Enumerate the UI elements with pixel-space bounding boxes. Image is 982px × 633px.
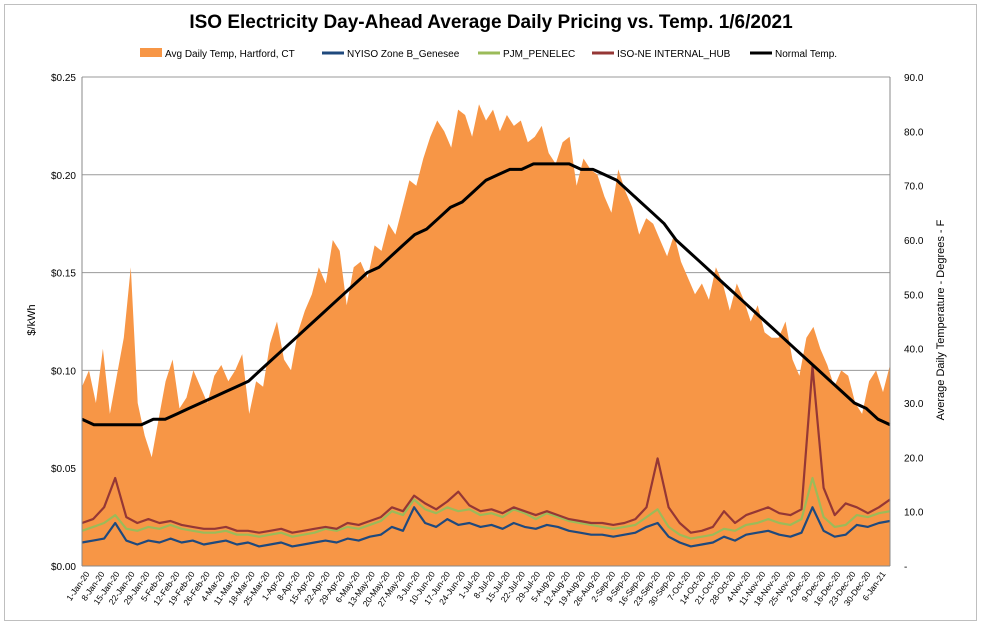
y2-tick-label: 50.0 xyxy=(904,290,924,301)
y2-tick-label: 10.0 xyxy=(904,508,924,519)
y2-axis-label: Average Daily Temperature - Degrees - F xyxy=(935,219,947,420)
y-tick-label: $0.20 xyxy=(51,171,76,182)
y2-tick-label: 30.0 xyxy=(904,399,924,410)
legend-label: Normal Temp. xyxy=(775,49,837,60)
chart-title: ISO Electricity Day-Ahead Average Daily … xyxy=(189,12,793,33)
y-tick-label: $0.25 xyxy=(51,73,76,84)
legend-label: ISO-NE INTERNAL_HUB xyxy=(617,49,731,60)
normal-temp-line xyxy=(81,162,891,427)
y-tick-label: $0.00 xyxy=(51,562,76,573)
legend: Avg Daily Temp, Hartford, CT NYISO Zone B… xyxy=(140,48,837,60)
legend-label: Avg Daily Temp, Hartford, CT xyxy=(165,49,295,60)
legend-swatch xyxy=(140,48,162,57)
legend-label: NYISO Zone B_Genesee xyxy=(347,49,460,60)
y2-tick-label: 70.0 xyxy=(904,182,924,193)
y2-tick-label: 60.0 xyxy=(904,236,924,247)
y2-tick-label: 80.0 xyxy=(904,127,924,138)
y2-tick-label: - xyxy=(904,562,907,573)
legend-label: PJM_PENELEC xyxy=(503,49,575,60)
pjm-line xyxy=(81,476,891,540)
nyiso-line xyxy=(81,506,891,548)
y-tick-label: $0.10 xyxy=(51,366,76,377)
y-tick-label: $0.05 xyxy=(51,464,76,475)
y2-tick-label: 40.0 xyxy=(904,345,924,356)
temp-area-series xyxy=(82,104,890,566)
y2-tick-label: 90.0 xyxy=(904,73,924,84)
temp-area-layer xyxy=(82,104,890,566)
isone-line xyxy=(81,365,891,534)
series-lines-layer xyxy=(81,162,891,548)
y-tick-label: $0.15 xyxy=(51,269,76,280)
y2-tick-label: 20.0 xyxy=(904,453,924,464)
y-axis-label: $/kWh xyxy=(26,304,38,335)
